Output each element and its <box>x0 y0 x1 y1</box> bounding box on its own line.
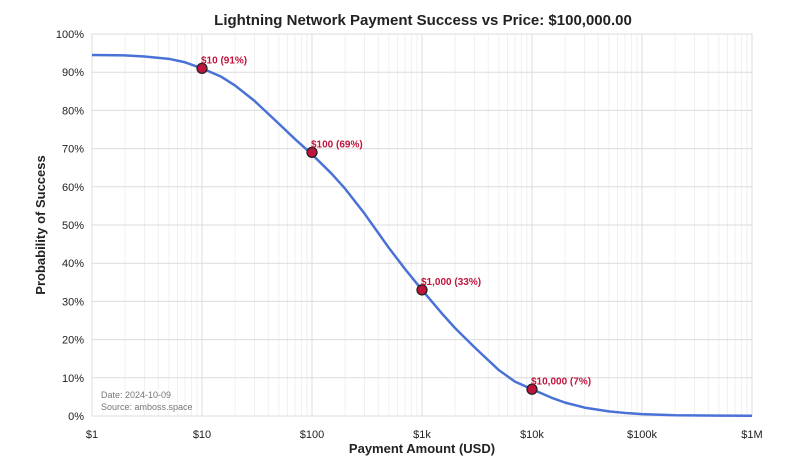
y-tick-label: 100% <box>56 29 84 41</box>
data-point-label: $10,000 (7%) <box>531 376 591 387</box>
x-tick-label: $100 <box>300 429 324 441</box>
x-tick-label: $1 <box>86 429 98 441</box>
y-tick-label: 40% <box>62 258 84 270</box>
y-tick-label: 70% <box>62 144 84 156</box>
y-tick-label: 50% <box>62 220 84 232</box>
y-axis-ticks: 0% 10% 20% 30% 40% 50% 60% 70% 80% 90% 100% <box>56 29 84 423</box>
x-axis-label: Payment Amount (USD) <box>349 441 495 456</box>
x-tick-label: $1k <box>413 429 431 441</box>
data-point-label: $10 (91%) <box>201 55 247 66</box>
x-tick-label: $10 <box>193 429 211 441</box>
y-tick-label: 90% <box>62 67 84 79</box>
x-axis-ticks: $1 $10 $100 $1k $10k $100k $1M <box>86 429 763 441</box>
y-tick-label: 10% <box>62 373 84 385</box>
grid-lines <box>91 33 753 417</box>
chart-title: Lightning Network Payment Success vs Pri… <box>214 12 632 29</box>
data-point-marker <box>526 383 538 395</box>
highlight-markers: $10 (91%) $100 (69%) $1,000 (33%) $10,000 (… <box>196 55 591 395</box>
x-tick-label: $10k <box>520 429 544 441</box>
x-tick-label: $1M <box>741 429 762 441</box>
source-note: Source: amboss.space <box>101 402 193 412</box>
data-point-label: $100 (69%) <box>311 139 363 150</box>
success-probability-line <box>91 53 753 418</box>
y-tick-label: 20% <box>62 335 84 347</box>
y-tick-label: 30% <box>62 296 84 308</box>
date-note: Date: 2024-10-09 <box>101 390 171 400</box>
y-tick-label: 60% <box>62 182 84 194</box>
y-axis-label: Probability of Success <box>33 155 48 294</box>
y-tick-label: 80% <box>62 105 84 117</box>
data-point-marker <box>306 146 318 159</box>
data-point-marker <box>196 62 208 75</box>
data-point-marker <box>416 284 428 296</box>
data-point-label: $1,000 (33%) <box>421 277 481 288</box>
x-tick-label: $100k <box>627 429 657 441</box>
y-tick-label: 0% <box>68 411 84 423</box>
